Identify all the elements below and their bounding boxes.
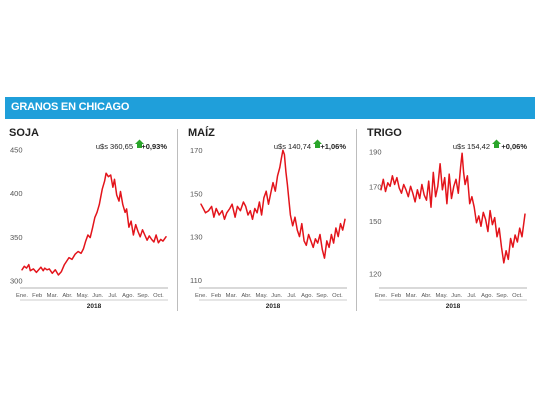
y-tick-label: 350 [10, 233, 23, 242]
x-tick-label: Oct. [153, 293, 164, 299]
banner-title: GRANOS EN CHICAGO [11, 101, 130, 113]
price-value: u$s 154,42 [453, 142, 490, 151]
x-tick-label: Jul. [287, 293, 296, 299]
y-tick-label: 150 [190, 189, 203, 198]
x-tick-label: Ago. [481, 293, 493, 299]
x-tick-label: Sep. [316, 293, 328, 299]
y-tick-label: 170 [190, 146, 203, 155]
x-tick-label: Mar. [226, 293, 238, 299]
chart-title: MAÍZ [188, 126, 215, 139]
x-tick-label: Sep. [137, 293, 149, 299]
x-axis-label: 2018 [446, 303, 461, 310]
panel-separator [177, 129, 178, 311]
x-tick-label: Feb [391, 293, 401, 299]
x-tick-label: Mar. [47, 293, 59, 299]
x-tick-label: May. [436, 293, 449, 299]
chart-title: TRIGO [367, 127, 402, 139]
y-tick-label: 300 [10, 276, 23, 285]
x-tick-label: Abr. [241, 293, 252, 299]
chart-title: SOJA [9, 127, 39, 139]
x-tick-label: Ago. [301, 293, 313, 299]
panel-separator [356, 129, 357, 311]
y-tick-label: 400 [10, 189, 23, 198]
x-tick-label: Abr. [62, 293, 73, 299]
y-tick-label: 150 [369, 217, 382, 226]
x-tick-label: Jul. [108, 293, 117, 299]
y-tick-label: 110 [190, 276, 202, 285]
x-tick-label: Ago. [122, 293, 134, 299]
change-value: +0,93% [141, 142, 167, 151]
price-value: u$s 360,65 [96, 142, 133, 151]
x-tick-label: Feb [211, 293, 221, 299]
price-series-line [21, 172, 167, 276]
x-axis-label: 2018 [266, 303, 281, 310]
x-tick-label: Jul. [467, 293, 476, 299]
y-tick-label: 190 [369, 147, 382, 156]
y-tick-label: 450 [10, 146, 23, 155]
x-tick-label: Feb [32, 293, 42, 299]
change-value: +1,06% [320, 142, 346, 151]
x-tick-label: Jun. [92, 293, 103, 299]
x-tick-label: Abr. [421, 293, 432, 299]
change-value: +0,06% [501, 142, 527, 151]
x-tick-label: Jun. [271, 293, 282, 299]
x-tick-label: Ene. [16, 293, 28, 299]
up-arrow-icon [135, 139, 144, 148]
price-value: u$s 140,74 [274, 142, 311, 151]
x-tick-label: May. [256, 293, 269, 299]
y-tick-label: 130 [190, 233, 203, 242]
x-tick-label: Jun. [451, 293, 462, 299]
y-tick-label: 120 [369, 269, 382, 278]
x-tick-label: Sep. [496, 293, 508, 299]
up-arrow-icon [492, 139, 501, 148]
x-tick-label: Ene. [195, 293, 207, 299]
banner: GRANOS EN CHICAGO [5, 97, 535, 119]
x-tick-label: Oct. [512, 293, 523, 299]
x-tick-label: May. [77, 293, 90, 299]
x-tick-label: Mar. [406, 293, 418, 299]
y-tick-label: 170 [369, 182, 382, 191]
price-series-line [380, 152, 526, 264]
x-axis-label: 2018 [87, 303, 102, 310]
x-tick-label: Ene. [375, 293, 387, 299]
up-arrow-icon [313, 139, 322, 148]
x-tick-label: Oct. [332, 293, 343, 299]
price-series-line [200, 149, 346, 259]
